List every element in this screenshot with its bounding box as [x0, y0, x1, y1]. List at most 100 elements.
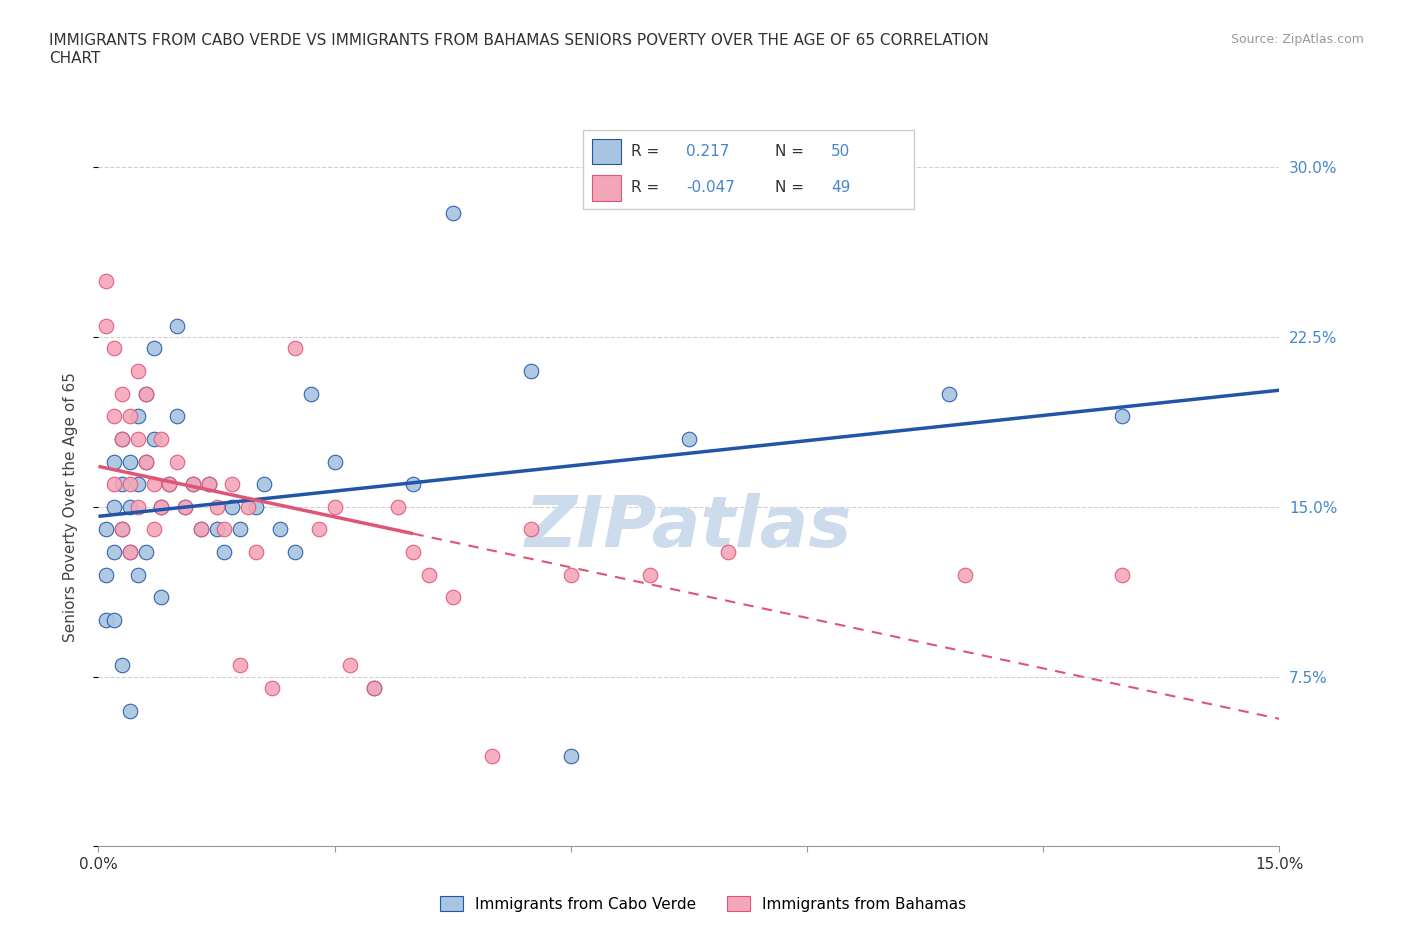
Point [323, 499, 346, 514]
Point [638, 567, 661, 582]
Point [135, 454, 157, 469]
Point [481, 749, 503, 764]
Point [1111, 409, 1133, 424]
Point [103, 545, 125, 560]
Point [103, 341, 125, 356]
Point [205, 499, 228, 514]
Point [103, 409, 125, 424]
Point [236, 499, 259, 514]
Point [190, 522, 212, 537]
Text: IMMIGRANTS FROM CABO VERDE VS IMMIGRANTS FROM BAHAMAS SENIORS POVERTY OVER THE A: IMMIGRANTS FROM CABO VERDE VS IMMIGRANTS… [49, 33, 988, 47]
Point [363, 681, 385, 696]
Point [135, 386, 157, 401]
Point [441, 590, 464, 604]
Point [135, 454, 157, 469]
Point [560, 567, 582, 582]
Point [221, 499, 243, 514]
Point [142, 341, 165, 356]
Point [229, 658, 252, 672]
Text: -0.047: -0.047 [686, 180, 735, 195]
Point [150, 499, 173, 514]
Text: N =: N = [775, 144, 808, 159]
Point [111, 522, 134, 537]
Text: R =: R = [631, 144, 665, 159]
Bar [592, 175, 621, 201]
Point [269, 522, 291, 537]
Point [157, 477, 180, 492]
Point [441, 206, 464, 220]
Text: N =: N = [775, 180, 808, 195]
Point [96, 522, 118, 537]
Point [103, 454, 125, 469]
Point [678, 432, 700, 446]
Point [118, 545, 141, 560]
Point [127, 432, 149, 446]
Point [103, 613, 125, 628]
Point [127, 409, 149, 424]
Point [245, 545, 267, 560]
Point [142, 477, 165, 492]
Point [560, 749, 582, 764]
Bar [592, 139, 621, 165]
Point [387, 499, 409, 514]
Text: R =: R = [631, 180, 665, 195]
Point [118, 499, 141, 514]
Text: 49: 49 [831, 180, 851, 195]
Text: CHART: CHART [49, 51, 101, 66]
Point [339, 658, 361, 672]
Point [127, 567, 149, 582]
Point [308, 522, 330, 537]
Point [181, 477, 204, 492]
FancyBboxPatch shape [583, 130, 914, 209]
Point [150, 590, 173, 604]
Point [1111, 567, 1133, 582]
Point [96, 318, 118, 333]
Point [118, 477, 141, 492]
Point [150, 432, 173, 446]
Point [181, 477, 204, 492]
Point [166, 318, 188, 333]
Point [245, 499, 267, 514]
Point [135, 386, 157, 401]
Point [197, 477, 219, 492]
Point [323, 454, 346, 469]
Point [190, 522, 212, 537]
Point [111, 432, 134, 446]
Point [96, 613, 118, 628]
Point [229, 522, 252, 537]
Point [174, 499, 197, 514]
Point [214, 522, 236, 537]
Point [118, 409, 141, 424]
Point [142, 432, 165, 446]
Point [111, 432, 134, 446]
Point [118, 545, 141, 560]
Y-axis label: Seniors Poverty Over the Age of 65: Seniors Poverty Over the Age of 65 [63, 372, 77, 642]
Point [299, 386, 322, 401]
Point [96, 273, 118, 288]
Point [103, 499, 125, 514]
Point [221, 477, 243, 492]
Point [111, 477, 134, 492]
Point [520, 522, 543, 537]
Point [717, 545, 740, 560]
Point [260, 681, 283, 696]
Point [418, 567, 440, 582]
Point [103, 477, 125, 492]
Point [111, 658, 134, 672]
Point [166, 454, 188, 469]
Text: 50: 50 [831, 144, 851, 159]
Point [111, 386, 134, 401]
Point [214, 545, 236, 560]
Point [111, 522, 134, 537]
Point [402, 545, 425, 560]
Point [205, 522, 228, 537]
Point [135, 545, 157, 560]
Point [127, 499, 149, 514]
Point [166, 409, 188, 424]
Point [363, 681, 385, 696]
Point [118, 454, 141, 469]
Point [142, 522, 165, 537]
Point [284, 545, 307, 560]
Point [127, 477, 149, 492]
Point [402, 477, 425, 492]
